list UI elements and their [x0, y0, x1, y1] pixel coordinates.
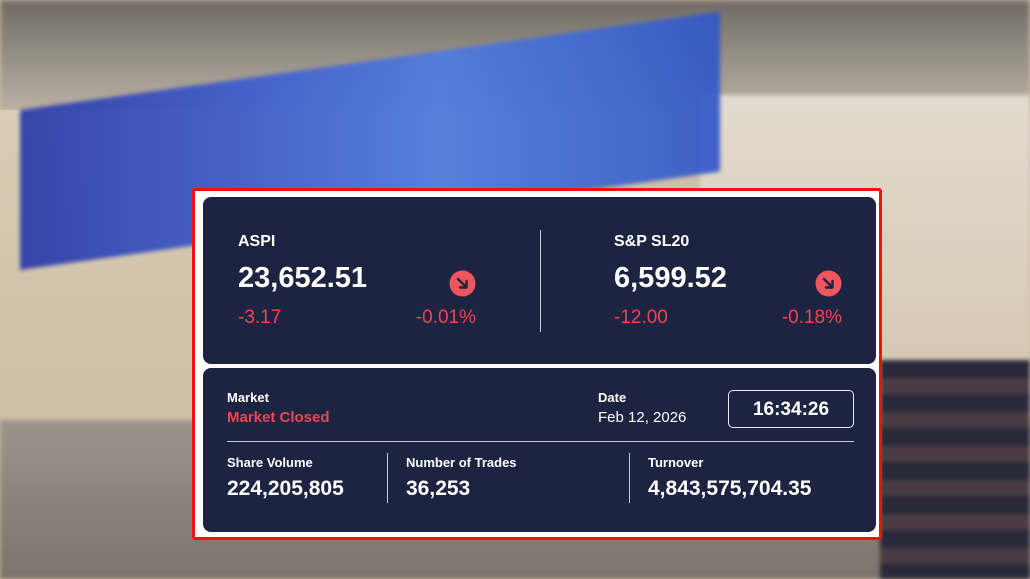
stat-label: Turnover — [648, 455, 704, 470]
index-change: -12.00 — [614, 307, 668, 328]
clock-box — [728, 390, 854, 428]
index-value: 6,599.52 — [614, 262, 727, 294]
index-card — [203, 197, 876, 364]
down-arrow-icon — [815, 270, 842, 297]
stat-value: 36,253 — [406, 477, 471, 500]
index-change: -3.17 — [238, 307, 282, 328]
stat-value: 224,205,805 — [227, 477, 344, 500]
index-value: 23,652.51 — [238, 262, 368, 294]
market-label: Market — [227, 390, 269, 405]
stat-label: Share Volume — [227, 455, 313, 470]
market-status: Market Closed — [227, 409, 330, 426]
divider — [540, 230, 541, 332]
index-name: ASPI — [238, 233, 276, 250]
background-seats — [880, 360, 1030, 579]
index-change-pct: -0.01% — [415, 307, 476, 328]
clock-time: 16:34:26 — [752, 399, 830, 420]
stat-value: 4,843,575,704.35 — [648, 477, 812, 500]
down-arrow-icon — [449, 270, 476, 297]
divider — [227, 441, 854, 442]
stat-label: Number of Trades — [406, 455, 517, 470]
date-value: Feb 12, 2026 — [598, 409, 687, 426]
index-change-pct: -0.18% — [781, 307, 842, 328]
market-card — [203, 368, 876, 532]
date-label: Date — [598, 390, 627, 405]
index-name: S&P SL20 — [614, 233, 690, 250]
divider — [387, 453, 388, 503]
divider — [629, 453, 630, 503]
